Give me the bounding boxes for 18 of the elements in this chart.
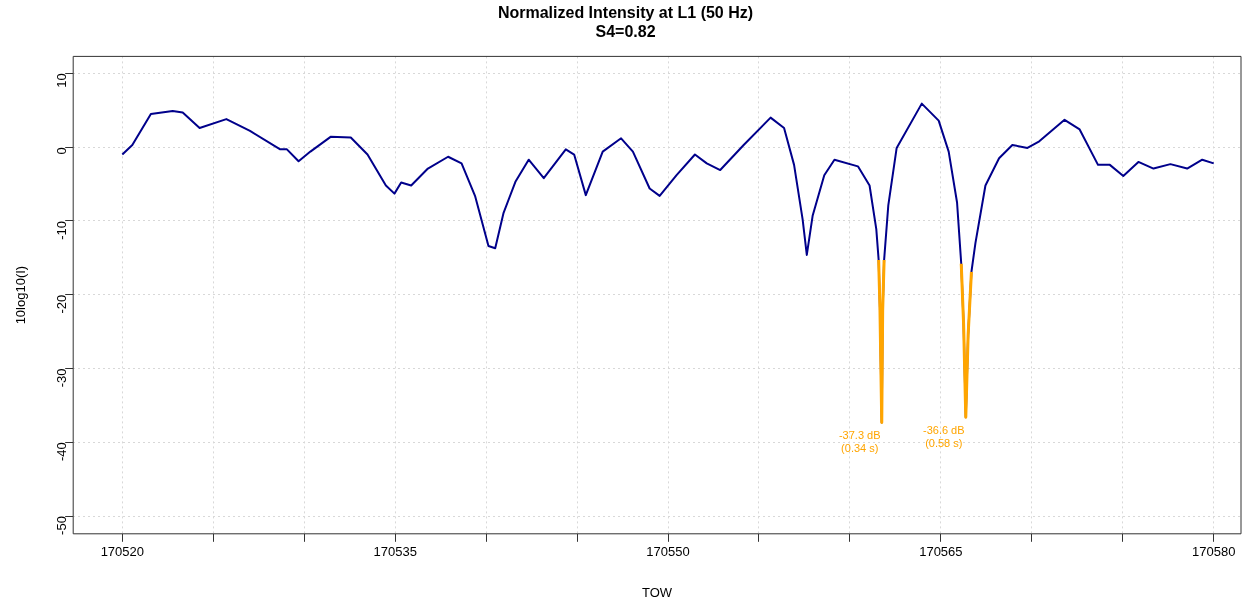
x-tick-label: 170535 [373, 544, 417, 560]
chart-title: Normalized Intensity at L1 (50 Hz) [497, 4, 754, 22]
y-tick-label: 0 [53, 147, 69, 155]
y-tick-label: 10 [53, 73, 69, 88]
x-axis-title: TOW [642, 584, 673, 600]
y-tick-label: -40 [53, 442, 69, 462]
y-tick-label: -10 [53, 220, 69, 240]
x-tick-label: 170550 [646, 544, 690, 560]
y-tick-label: -50 [53, 516, 69, 535]
y-tick-label: -30 [53, 368, 69, 388]
annotation: -36.6 dB (0.58 s) [922, 423, 965, 449]
x-tick-label: 170580 [1192, 544, 1236, 560]
x-tick-label: 170565 [919, 544, 963, 560]
annotation: -37.3 dB (0.34 s) [838, 428, 881, 454]
y-tick-label: -20 [53, 294, 69, 314]
y-axis-title: 10log10(I) [13, 265, 29, 325]
x-tick-label: 170520 [100, 544, 145, 560]
chart-subtitle: S4=0.82 [595, 23, 656, 41]
